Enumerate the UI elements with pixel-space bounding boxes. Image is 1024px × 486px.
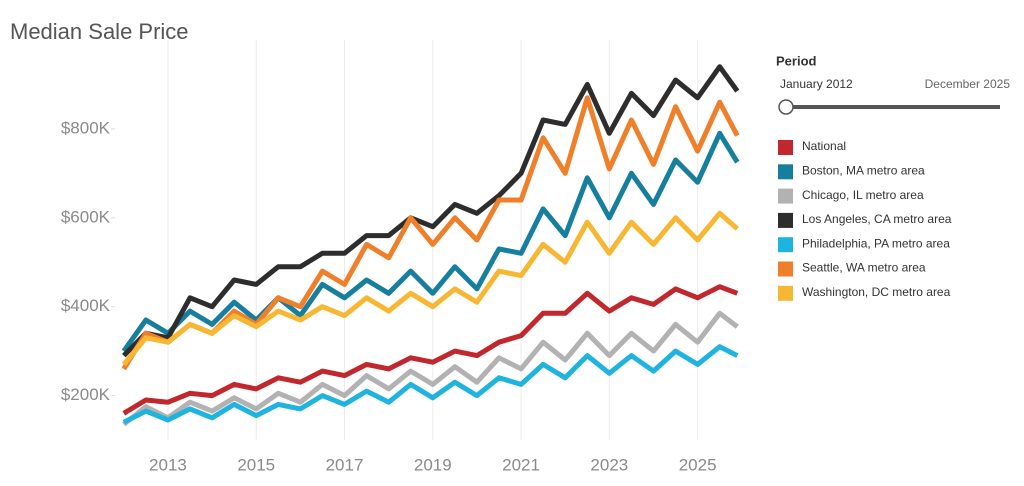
legend-label: Chicago, IL metro area bbox=[802, 188, 924, 202]
filter-end: December 2025 bbox=[925, 77, 1011, 91]
x-tick-label: 2015 bbox=[237, 455, 275, 474]
legend-swatch bbox=[778, 285, 793, 301]
legend-label: Seattle, WA metro area bbox=[802, 261, 926, 275]
legend-label: Washington, DC metro area bbox=[802, 285, 951, 299]
legend-swatch bbox=[778, 164, 793, 180]
chart-title: Median Sale Price bbox=[10, 19, 189, 44]
x-tick-label: 2023 bbox=[590, 455, 628, 474]
legend-label: Philadelphia, PA metro area bbox=[802, 236, 950, 250]
y-tick-label: $600K bbox=[61, 207, 111, 226]
legend-swatch bbox=[778, 188, 793, 204]
filter-start: January 2012 bbox=[780, 77, 853, 91]
y-tick-label: $200K bbox=[61, 385, 111, 404]
x-tick-label: 2013 bbox=[149, 455, 187, 474]
plot: 2013 2015 2017 2019 2021 2023 2025 $200K $400K $6… bbox=[61, 40, 740, 474]
series-line bbox=[122, 344, 739, 425]
x-tick-label: 2025 bbox=[679, 455, 717, 474]
slider-handle[interactable] bbox=[778, 99, 794, 115]
series-line bbox=[122, 64, 740, 358]
x-tick-label: 2021 bbox=[502, 455, 540, 474]
legend: National Boston, MA metro area Chicago, IL… bbox=[778, 139, 952, 301]
series-line bbox=[122, 284, 739, 416]
legend-swatch bbox=[778, 261, 793, 277]
legend-label: Boston, MA metro area bbox=[802, 163, 925, 177]
series-line bbox=[122, 310, 739, 427]
legend-swatch bbox=[778, 237, 793, 253]
y-tick-label: $800K bbox=[61, 118, 111, 137]
y-tick-label: $400K bbox=[61, 296, 111, 315]
series-line bbox=[121, 130, 740, 353]
series-line bbox=[121, 210, 739, 366]
x-tick-label: 2019 bbox=[414, 455, 452, 474]
legend-label: Los Angeles, CA metro area bbox=[802, 212, 952, 226]
filter-label: Period bbox=[776, 53, 817, 68]
legend-label: National bbox=[802, 139, 846, 153]
x-tick-label: 2017 bbox=[326, 455, 364, 474]
legend-swatch bbox=[778, 212, 793, 228]
legend-swatch bbox=[778, 140, 793, 155]
